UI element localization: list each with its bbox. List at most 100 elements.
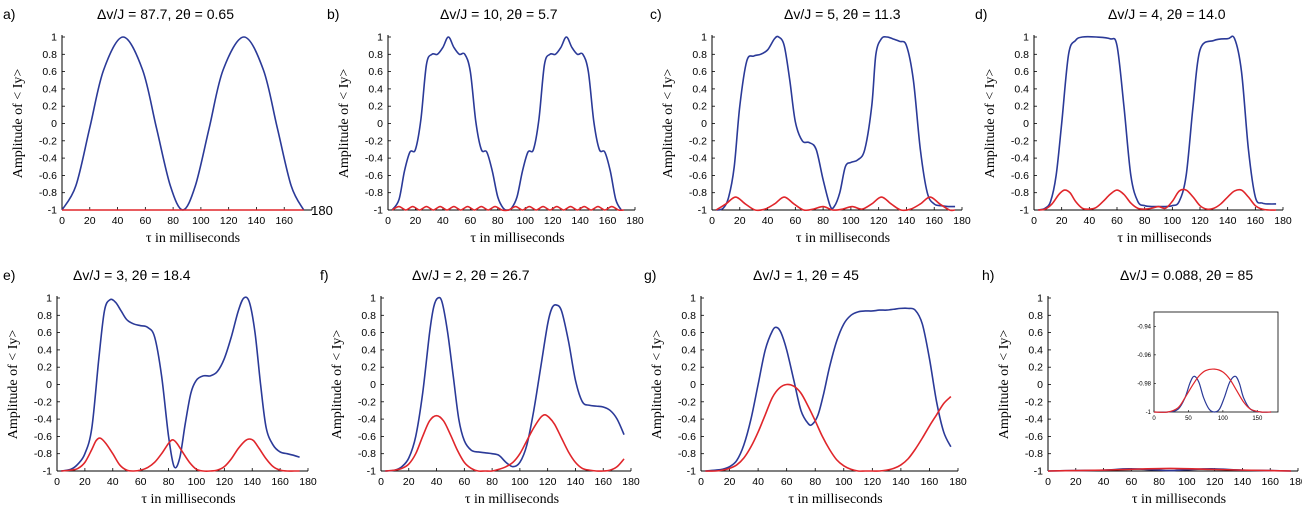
x-tick-label: 140 xyxy=(571,215,589,227)
y-tick-label: 0.8 xyxy=(37,310,52,322)
inset-x-tick-label: 100 xyxy=(1218,416,1229,422)
y-axis-label: Amplitude of < Iy> xyxy=(650,330,665,440)
x-tick-label: 100 xyxy=(511,476,529,488)
y-tick-label: 0.4 xyxy=(681,344,696,356)
x-tick-label: 100 xyxy=(516,215,534,227)
x-tick-label: 20 xyxy=(734,215,746,227)
y-tick-label: 0.8 xyxy=(361,310,376,322)
x-axis-label: τ in milliseconds xyxy=(465,492,559,507)
y-tick-label: -1 xyxy=(687,466,696,478)
inset-y-tick-label: -0.98 xyxy=(1137,381,1151,387)
panel-label: c) xyxy=(650,6,662,22)
inset-y-tick-label: -0.94 xyxy=(1137,324,1151,330)
x-tick-label: 160 xyxy=(925,215,943,227)
y-tick-label: -0.6 xyxy=(365,170,383,182)
x-tick-label: 20 xyxy=(724,476,736,488)
y-tick-label: 0 xyxy=(1023,118,1029,130)
y-axis-label: Amplitude of < Iy> xyxy=(337,69,352,179)
x-tick-label: 20 xyxy=(79,476,91,488)
y-tick-label: 1 xyxy=(51,32,57,44)
inset-frame xyxy=(1153,311,1279,413)
panel-title: Δv/J = 0.088, 2θ = 85 xyxy=(1120,267,1253,283)
y-tick-label: 1 xyxy=(370,293,376,305)
x-tick-label: 20 xyxy=(403,476,415,488)
x-tick-label: 80 xyxy=(817,215,829,227)
x-tick-label: 100 xyxy=(1178,476,1196,488)
x-tick-label: 20 xyxy=(84,215,96,227)
x-tick-label: 140 xyxy=(892,476,910,488)
x-tick-label: 80 xyxy=(492,215,504,227)
x-tick-label: 120 xyxy=(870,215,888,227)
x-tick-label: 120 xyxy=(864,476,882,488)
panel-title: Δv/J = 87.7, 2θ = 0.65 xyxy=(97,6,234,22)
series-line-blue xyxy=(1037,35,1277,211)
series-line-blue xyxy=(61,36,305,211)
y-tick-label: 0 xyxy=(377,118,383,130)
panel-label: f) xyxy=(320,267,329,283)
y-tick-label: 0.6 xyxy=(37,327,52,339)
panel-title: Δv/J = 1, 2θ = 45 xyxy=(753,267,859,283)
panel-label: e) xyxy=(3,267,15,283)
panel-title: Δv/J = 4, 2θ = 14.0 xyxy=(1108,6,1226,22)
x-tick-label: 120 xyxy=(1206,476,1224,488)
series-line-red xyxy=(61,437,300,472)
y-tick-label: -0.8 xyxy=(39,187,57,199)
x-tick-label: 180 xyxy=(622,476,640,488)
y-tick-label: 1 xyxy=(1023,32,1029,44)
y-tick-label: 0.8 xyxy=(42,49,57,61)
panel-label: g) xyxy=(644,267,656,283)
y-tick-label: 0.2 xyxy=(1028,362,1043,374)
x-tick-label: 0 xyxy=(1045,476,1051,488)
x-tick-label: 120 xyxy=(216,476,234,488)
y-tick-label: -1 xyxy=(1034,466,1043,478)
x-tick-label: 160 xyxy=(1261,476,1279,488)
y-tick-label: 0.2 xyxy=(368,101,383,113)
y-tick-label: -0.4 xyxy=(678,414,696,426)
y-tick-label: 0.4 xyxy=(1014,83,1029,95)
series-line-blue xyxy=(715,35,956,211)
x-tick-label: 60 xyxy=(1111,215,1123,227)
y-tick-label: -0.4 xyxy=(1025,414,1043,426)
inset-x-tick-label: 50 xyxy=(1185,416,1192,422)
y-tick-label: -0.4 xyxy=(365,153,383,165)
x-tick-label: 160 xyxy=(921,476,939,488)
x-tick-label: 140 xyxy=(1219,215,1237,227)
panel-title: Δv/J = 10, 2θ = 5.7 xyxy=(440,6,558,22)
y-tick-label: 1 xyxy=(377,32,383,44)
panel-label: b) xyxy=(327,6,339,22)
y-tick-label: 0.6 xyxy=(1028,327,1043,339)
x-tick-label: 100 xyxy=(835,476,853,488)
x-tick-label: 160 xyxy=(275,215,293,227)
x-axis-label: τ in milliseconds xyxy=(141,492,235,507)
y-tick-label: -0.2 xyxy=(678,396,696,408)
x-tick-label: 80 xyxy=(167,215,179,227)
y-tick-label: -0.8 xyxy=(1025,448,1043,460)
y-tick-label: 0.6 xyxy=(692,66,707,78)
x-tick-label: 40 xyxy=(1098,476,1110,488)
x-tick-label: 180 xyxy=(1289,476,1302,488)
x-tick-label: 80 xyxy=(163,476,175,488)
x-tick-label: 60 xyxy=(135,476,147,488)
y-tick-label: 0.4 xyxy=(361,344,376,356)
panel-label: a) xyxy=(3,6,15,22)
y-tick-label: -0.2 xyxy=(34,396,52,408)
y-tick-label: 0.8 xyxy=(368,49,383,61)
x-tick-label: 0 xyxy=(378,476,384,488)
x-tick-label: 40 xyxy=(752,476,764,488)
y-tick-label: 0.4 xyxy=(1028,344,1043,356)
series-line-blue xyxy=(385,296,625,472)
y-tick-label: 0.4 xyxy=(42,83,57,95)
y-tick-label: 0.2 xyxy=(692,101,707,113)
y-tick-label: 0 xyxy=(690,379,696,391)
y-tick-label: -0.2 xyxy=(365,135,383,147)
y-tick-label: 0.6 xyxy=(368,66,383,78)
y-tick-label: -0.4 xyxy=(1011,153,1029,165)
y-tick-label: -0.6 xyxy=(678,431,696,443)
y-tick-label: 0 xyxy=(1037,379,1043,391)
panel-label: d) xyxy=(975,6,987,22)
y-tick-label: 0.6 xyxy=(681,327,696,339)
x-tick-label: 40 xyxy=(1083,215,1095,227)
y-tick-label: 0 xyxy=(51,118,57,130)
series-line-red xyxy=(391,205,625,212)
x-tick-label: 140 xyxy=(567,476,585,488)
